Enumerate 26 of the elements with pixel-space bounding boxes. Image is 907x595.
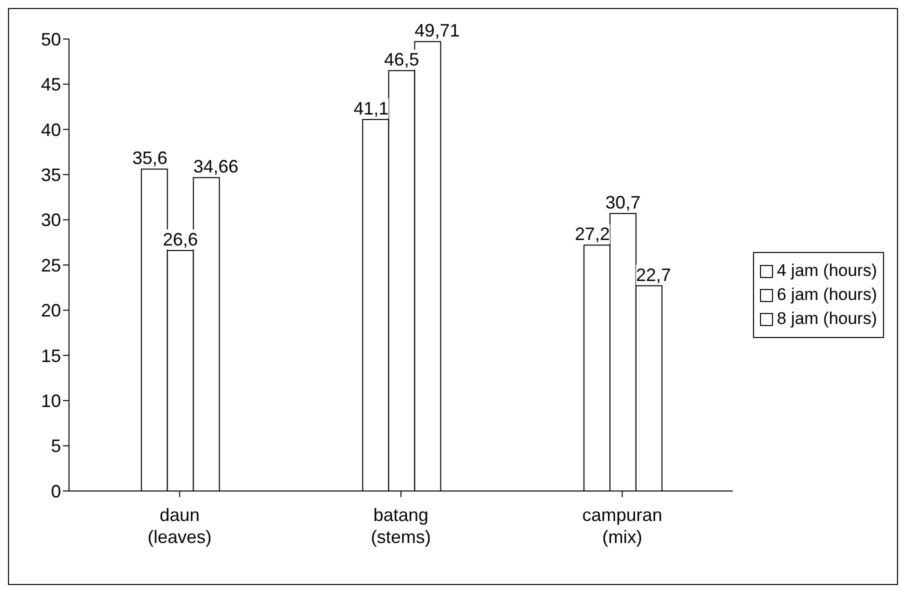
- y-tick-label: 35: [40, 164, 61, 185]
- y-tick-label: 5: [50, 436, 61, 456]
- y-tick-label: 30: [40, 210, 61, 230]
- data-label: 22,7: [636, 264, 672, 285]
- x-tick-label: campuran (mix): [582, 505, 662, 547]
- data-label: 27,2: [574, 224, 610, 244]
- data-label: 34,66: [193, 156, 238, 177]
- data-label: 41,1: [354, 98, 389, 118]
- legend-label: 6 jam (hours): [776, 285, 877, 305]
- y-tick-label: 15: [40, 346, 61, 366]
- legend-label: 8 jam (hours): [776, 309, 877, 329]
- data-label: 46,5: [384, 50, 420, 70]
- x-tick-label: daun (leaves): [148, 505, 212, 547]
- y-tick-label: 20: [40, 300, 61, 321]
- data-label: 35,6: [132, 148, 168, 168]
- y-tick-label: 40: [40, 120, 61, 140]
- data-label: 30,7: [605, 192, 640, 212]
- x-tick-label: batang (stems): [370, 505, 431, 547]
- legend-label: 4 jam (hours): [776, 261, 877, 281]
- y-tick-label: 45: [40, 74, 61, 95]
- data-label: 49,71: [414, 20, 460, 41]
- y-tick-label: 50: [40, 29, 61, 50]
- y-tick-label: 25: [40, 255, 61, 276]
- y-tick-label: 10: [40, 390, 61, 411]
- data-label: 26,6: [162, 230, 198, 250]
- y-tick-label: 0: [50, 481, 61, 502]
